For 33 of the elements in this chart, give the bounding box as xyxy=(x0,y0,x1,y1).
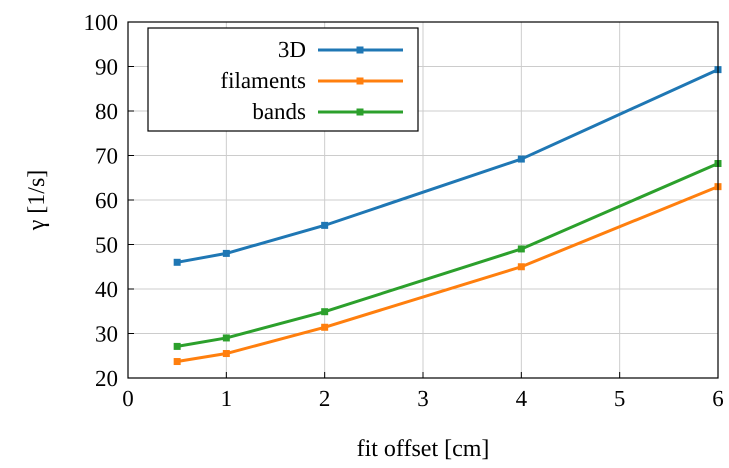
y-axis-title: γ [1/s] xyxy=(24,170,50,232)
legend-label: filaments xyxy=(220,68,306,93)
point xyxy=(222,250,230,257)
x-tick-label: 3 xyxy=(417,386,429,411)
y-tick-label: 40 xyxy=(95,277,118,302)
y-tick-label: 100 xyxy=(84,10,118,35)
y-tick-label: 80 xyxy=(95,99,118,124)
x-tick-label: 1 xyxy=(220,386,232,411)
x-tick-label: 6 xyxy=(712,386,724,411)
x-tick-label: 5 xyxy=(614,386,626,411)
point xyxy=(222,334,230,342)
point xyxy=(518,263,525,270)
legend-label: bands xyxy=(252,99,306,124)
point xyxy=(321,324,328,331)
y-tick-label: 50 xyxy=(95,232,118,258)
y-tick-label: 60 xyxy=(95,188,118,213)
point xyxy=(321,222,328,229)
y-tick-label: 20 xyxy=(95,366,118,391)
x-axis-title: fit offset [cm] xyxy=(356,436,490,462)
point xyxy=(174,342,181,350)
x-tick-label: 4 xyxy=(516,386,528,411)
x-tick-label: 0 xyxy=(122,386,134,411)
point xyxy=(174,358,181,366)
point xyxy=(174,258,181,266)
point xyxy=(222,350,230,358)
legend-label: 3D xyxy=(278,37,306,62)
y-tick-label: 70 xyxy=(95,144,118,168)
point xyxy=(518,156,525,163)
y-tick-label: 30 xyxy=(95,322,118,346)
x-tick-label: 2 xyxy=(318,386,330,411)
y-tick-label: 90 xyxy=(95,54,118,80)
point xyxy=(321,308,328,316)
point xyxy=(518,245,525,252)
